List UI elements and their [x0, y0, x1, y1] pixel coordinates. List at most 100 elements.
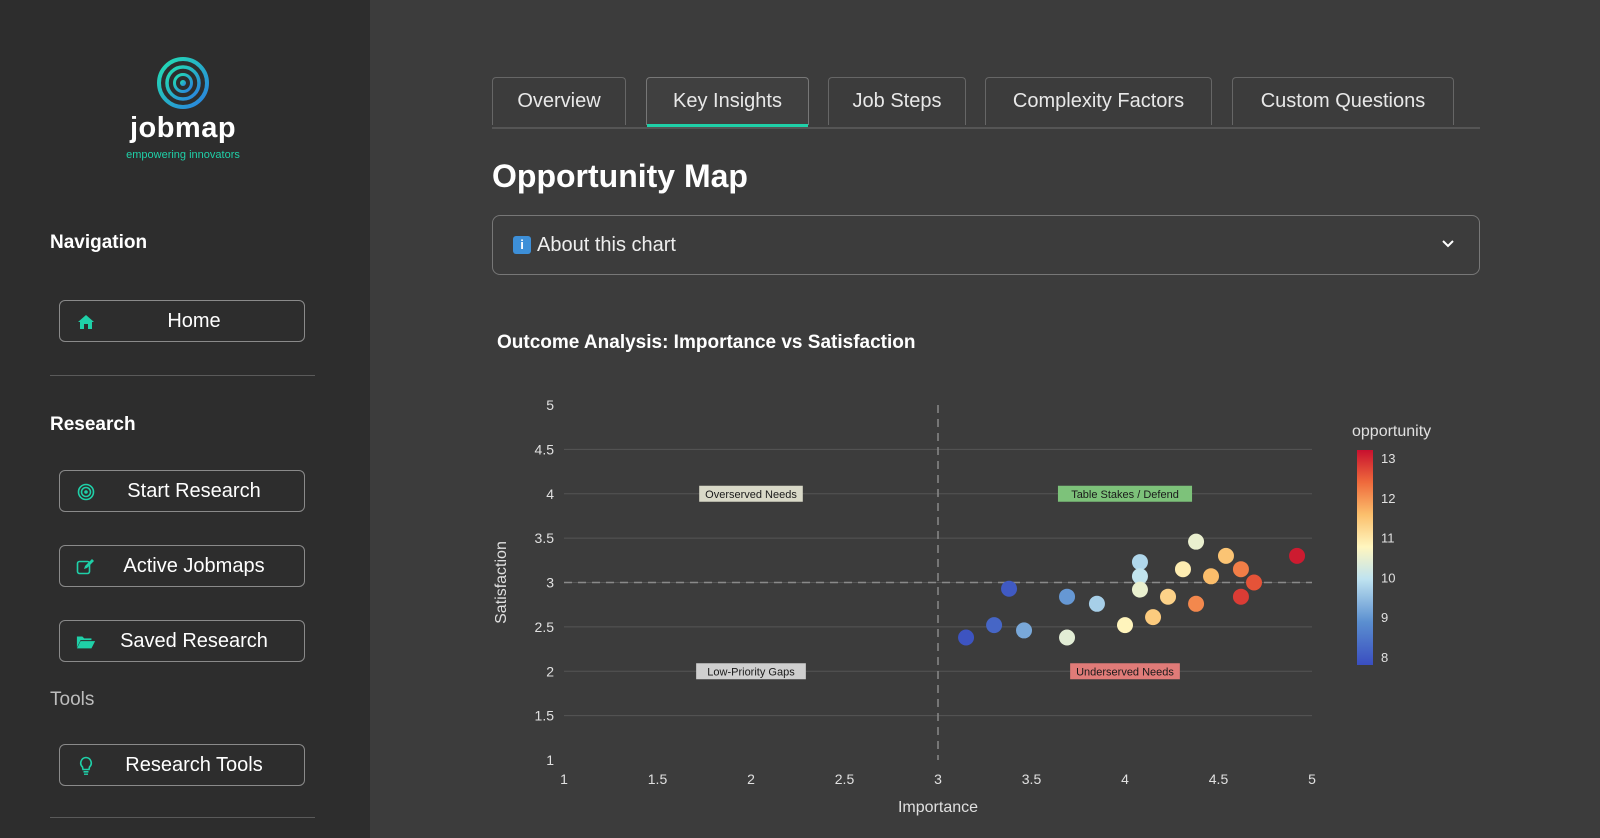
research-tools-label: Research Tools [125, 753, 263, 776]
data-point [1188, 533, 1205, 550]
data-point [1059, 588, 1076, 605]
data-point [1016, 622, 1033, 639]
colorbar [1357, 450, 1373, 665]
research-title: Research [50, 414, 136, 435]
x-tick-label: 3.5 [1022, 771, 1042, 787]
home-label: Home [167, 309, 221, 332]
opportunity-chart: 1 1.5 2 2.5 3 3.5 4 4.5 5 1 1.5 2 2.5 3 3.5 4 4.5 5 Overse… [493, 397, 1431, 816]
logo: jobmap empowering innovators [0, 56, 366, 161]
colorbar-tick-label: 11 [1381, 531, 1395, 546]
x-tick-label: 1.5 [648, 771, 668, 787]
y-tick-label: 1.5 [535, 708, 555, 724]
data-point [1246, 574, 1263, 591]
data-point [1174, 561, 1191, 578]
colorbar-tick-label: 13 [1381, 451, 1395, 466]
lightbulb-icon [76, 756, 96, 776]
quadrant-label-text: Underserved Needs [1076, 666, 1174, 678]
saved-research-button[interactable]: Saved Research [59, 620, 305, 662]
app-name: jobmap [129, 112, 237, 144]
tab-key-insights[interactable]: Key Insights [646, 77, 809, 127]
quadrant-label-text: Overserved Needs [705, 489, 797, 501]
y-tick-label: 2 [546, 663, 554, 679]
y-tick-label: 2.5 [535, 619, 555, 635]
y-tick-label: 3 [546, 575, 554, 591]
data-point [1059, 629, 1076, 646]
quadrant-label-bg [699, 485, 803, 502]
jobmap-logo-icon [157, 57, 209, 109]
start-research-button[interactable]: Start Research [59, 470, 305, 512]
page-title: Opportunity Map [492, 158, 748, 194]
data-point [1001, 580, 1018, 597]
tab-custom-questions[interactable]: Custom Questions [1232, 77, 1454, 125]
chart-title: Outcome Analysis: Importance vs Satisfac… [497, 332, 916, 353]
colorbar-tick-label: 9 [1381, 610, 1388, 625]
y-tick-label: 4 [546, 486, 554, 502]
x-tick-label: 4.5 [1209, 771, 1229, 787]
tab-bar: Overview Key Insights Job Steps Complexi… [492, 77, 1480, 129]
data-point [1131, 554, 1148, 571]
quadrant-label: Underserved Needs [1070, 663, 1180, 680]
about-chart-expander[interactable]: i About this chart [492, 215, 1480, 275]
research-tools-button[interactable]: Research Tools [59, 744, 305, 786]
quadrant-label: Overserved Needs [699, 485, 803, 502]
x-axis-title: Importance [898, 799, 978, 816]
colorbar-tick-label: 10 [1381, 570, 1395, 585]
x-tick-label: 2.5 [835, 771, 855, 787]
quadrant-label-bg [1057, 485, 1193, 502]
tab-job-steps[interactable]: Job Steps [828, 77, 966, 125]
x-tick-label: 3 [934, 771, 942, 787]
x-tick-label: 1 [560, 771, 568, 787]
sidebar: jobmap empowering innovators Navigation … [0, 0, 370, 838]
data-point [1145, 609, 1162, 626]
data-point [986, 617, 1003, 634]
app-tagline: empowering innovators [126, 149, 240, 161]
data-point [1203, 568, 1220, 585]
saved-research-label: Saved Research [120, 629, 268, 652]
sidebar-divider-bottom [50, 817, 315, 818]
colorbar-tick-label: 8 [1381, 650, 1388, 665]
quadrant-label: Table Stakes / Defend [1057, 485, 1193, 502]
chevron-down-icon [1441, 236, 1455, 254]
home-button[interactable]: Home [59, 300, 305, 342]
y-tick-label: 1 [546, 752, 554, 768]
tab-overview[interactable]: Overview [492, 77, 626, 125]
data-point [1217, 547, 1234, 564]
quadrant-label: Low-Priority Gaps [696, 663, 806, 680]
quadrant-label-bg [696, 663, 806, 680]
data-point [1232, 561, 1249, 578]
sidebar-divider [50, 375, 315, 376]
about-chart-label: About this chart [537, 233, 676, 256]
home-icon [76, 312, 96, 332]
x-tick-label: 4 [1121, 771, 1129, 787]
x-tick-label: 5 [1308, 771, 1316, 787]
data-point [1131, 568, 1148, 585]
target-icon [76, 482, 96, 502]
quadrant-label-text: Low-Priority Gaps [707, 666, 795, 678]
x-tick-label: 2 [747, 771, 755, 787]
data-point [1088, 595, 1105, 612]
info-icon: i [513, 236, 531, 254]
y-tick-label: 3.5 [535, 530, 555, 546]
navigation-title: Navigation [50, 232, 148, 253]
start-research-label: Start Research [127, 479, 261, 502]
data-point [1232, 588, 1249, 605]
data-point [1188, 595, 1205, 612]
quadrant-label-text: Table Stakes / Defend [1071, 489, 1179, 501]
y-tick-label: 4.5 [535, 441, 555, 457]
quadrant-label-bg [1070, 663, 1180, 680]
colorbar-tick-label: 12 [1381, 491, 1395, 506]
colorbar-title: opportunity [1352, 423, 1431, 440]
active-jobmaps-button[interactable]: Active Jobmaps [59, 545, 305, 587]
edit-icon [76, 557, 96, 577]
data-point [1289, 547, 1306, 564]
data-point [958, 629, 975, 646]
active-jobmaps-label: Active Jobmaps [123, 554, 265, 577]
tools-title: Tools [50, 689, 95, 710]
y-tick-label: 5 [546, 397, 554, 413]
data-point [1117, 617, 1133, 634]
data-point [1131, 581, 1148, 598]
y-axis-title: Satisfaction [493, 541, 510, 624]
folder-open-icon [76, 632, 96, 652]
tab-complexity-factors[interactable]: Complexity Factors [985, 77, 1212, 125]
data-point [1160, 588, 1177, 605]
